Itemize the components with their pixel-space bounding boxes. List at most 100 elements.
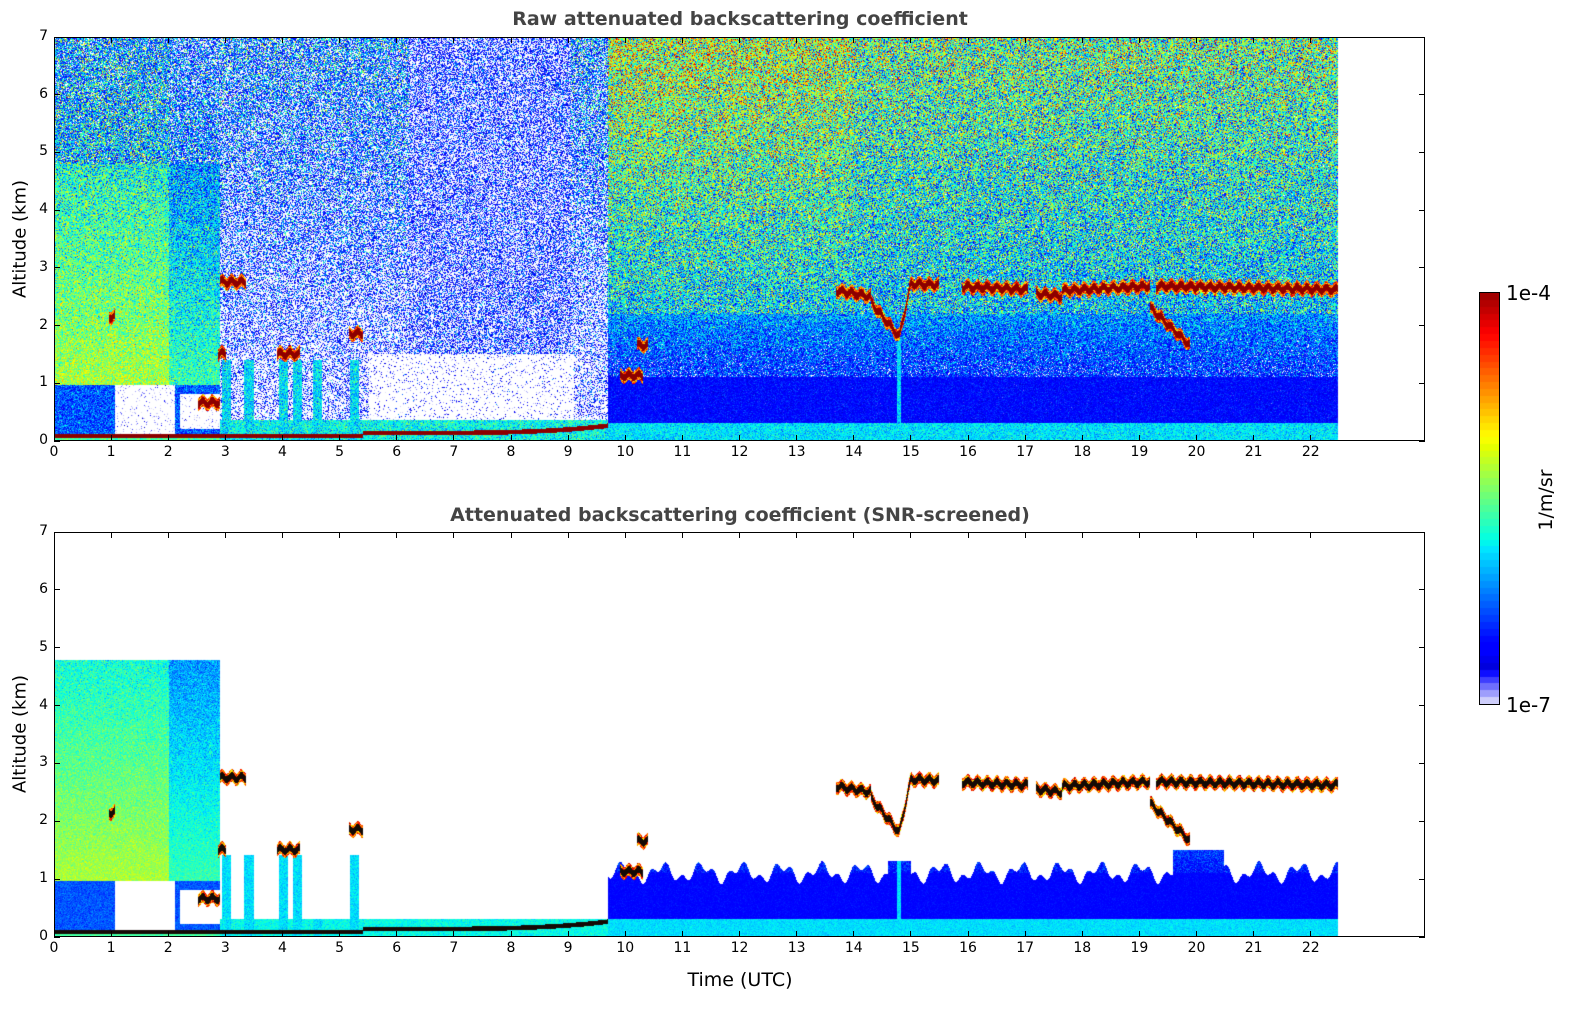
y-tick-label: 4: [39, 696, 48, 713]
y-tick: [1419, 325, 1425, 327]
colorbar-max-label: 1e-4: [1506, 281, 1551, 305]
y-tick-label: 6: [39, 85, 48, 102]
x-tick: [53, 532, 55, 538]
x-tick: [396, 37, 398, 43]
x-tick: [1310, 435, 1312, 441]
colorbar-unit-label: 1/m/sr: [1535, 469, 1557, 531]
x-tick: [1196, 532, 1197, 538]
x-tick: [224, 532, 226, 538]
x-tick: [224, 435, 226, 441]
x-tick-label: 3: [220, 444, 230, 460]
x-tick: [53, 931, 55, 937]
y-tick: [1419, 936, 1425, 938]
y-tick-label: 5: [39, 143, 48, 160]
x-tick-label: 8: [506, 940, 516, 956]
x-tick: [1138, 435, 1140, 441]
x-tick-label: 5: [335, 444, 345, 460]
x-tick-label: 12: [730, 444, 749, 460]
x-tick-label: 2: [163, 444, 173, 460]
x-tick-label: 17: [1016, 444, 1035, 460]
x-tick: [910, 435, 912, 441]
x-tick: [1310, 931, 1312, 937]
x-tick-label: 6: [392, 940, 402, 956]
x-tick: [624, 435, 626, 441]
top-chart-title: Raw attenuated backscattering coefficien…: [512, 8, 968, 30]
x-tick: [624, 931, 626, 937]
x-tick: [396, 435, 398, 441]
x-tick-label: 18: [1073, 444, 1092, 460]
x-tick: [110, 435, 112, 441]
x-tick-label: 14: [844, 444, 863, 460]
x-tick: [739, 931, 740, 937]
y-tick: [54, 589, 60, 591]
x-tick: [967, 532, 969, 538]
y-tick-label: 0: [39, 928, 48, 944]
x-tick-label: 0: [49, 940, 59, 956]
x-tick: [796, 435, 798, 441]
x-tick: [53, 37, 55, 43]
x-tick: [739, 532, 740, 538]
y-tick: [54, 936, 60, 938]
x-tick-label: 22: [1301, 444, 1320, 460]
x-tick: [453, 931, 455, 937]
x-tick: [1081, 532, 1083, 538]
x-tick-label: 22: [1301, 940, 1320, 956]
x-tick-label: 5: [335, 940, 345, 956]
x-tick: [853, 532, 855, 538]
y-tick: [1419, 531, 1425, 533]
y-tick-label: 7: [39, 28, 48, 44]
x-tick: [567, 532, 569, 538]
x-tick: [1024, 931, 1026, 937]
y-tick-label: 5: [39, 638, 48, 655]
x-tick: [510, 532, 512, 538]
x-tick-label: 12: [730, 940, 749, 956]
x-tick-label: 19: [1130, 940, 1149, 956]
x-tick: [339, 37, 341, 43]
x-tick: [510, 931, 512, 937]
x-tick: [739, 435, 740, 441]
x-tick-label: 9: [563, 444, 573, 460]
x-tick: [681, 931, 683, 937]
x-tick-label: 11: [673, 444, 692, 460]
x-tick: [1253, 37, 1255, 43]
x-tick: [224, 37, 226, 43]
x-axis-label: Time (UTC): [687, 969, 793, 991]
x-tick: [1081, 37, 1083, 43]
x-tick: [681, 532, 683, 538]
y-tick-label: 3: [39, 258, 48, 275]
x-tick-label: 20: [1187, 940, 1206, 956]
x-tick: [53, 435, 55, 441]
x-tick-label: 9: [563, 940, 573, 956]
x-tick: [510, 435, 512, 441]
y-tick: [54, 762, 60, 764]
y-tick-label: 2: [39, 316, 48, 333]
x-tick: [282, 532, 283, 538]
x-tick: [224, 931, 226, 937]
x-tick: [453, 435, 455, 441]
x-tick: [681, 435, 683, 441]
x-tick: [396, 532, 398, 538]
x-tick-label: 17: [1016, 940, 1035, 956]
bottom-chart-title: Attenuated backscattering coefficient (S…: [450, 504, 1030, 526]
y-tick-label: 0: [39, 432, 48, 448]
colorbar-gradient: [1480, 293, 1499, 704]
x-tick: [1196, 435, 1197, 441]
y-tick: [1419, 820, 1425, 822]
x-tick-label: 16: [959, 940, 977, 956]
x-tick: [167, 435, 169, 441]
x-tick-label: 11: [673, 940, 692, 956]
x-tick: [967, 931, 969, 937]
x-tick: [110, 532, 112, 538]
y-tick: [54, 820, 60, 822]
y-tick: [1419, 382, 1425, 384]
x-tick: [167, 532, 169, 538]
y-tick: [1419, 647, 1425, 649]
y-tick: [54, 647, 60, 649]
x-tick-label: 10: [616, 444, 635, 460]
x-tick: [624, 37, 626, 43]
x-tick-label: 19: [1130, 444, 1149, 460]
x-tick-label: 8: [506, 444, 516, 460]
x-tick: [1138, 532, 1140, 538]
y-tick-label: 6: [39, 580, 48, 597]
x-tick-label: 14: [844, 940, 863, 956]
